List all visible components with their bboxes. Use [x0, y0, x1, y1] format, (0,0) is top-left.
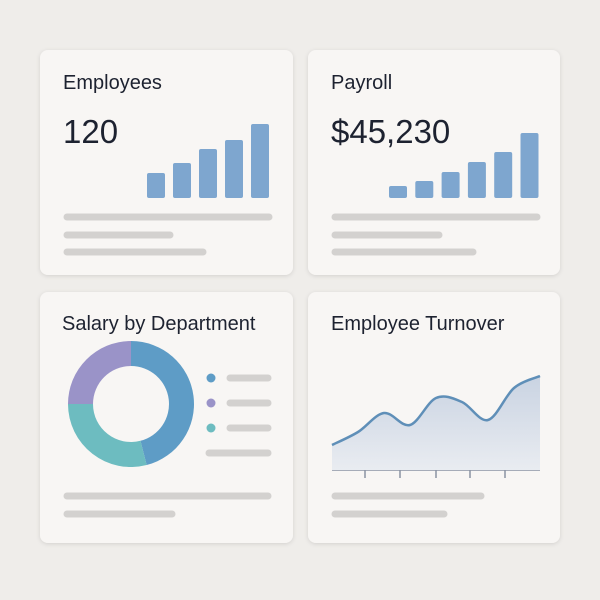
bar: [494, 152, 513, 198]
bar: [251, 124, 269, 198]
line: [331, 374, 541, 447]
bar: [225, 140, 243, 198]
card-title: Salary by Department: [62, 313, 256, 335]
donut-slice: [68, 404, 147, 468]
bar: [520, 133, 539, 198]
area: [332, 376, 540, 470]
card-title: Employee Turnover: [331, 313, 505, 335]
metric-value: 120: [63, 113, 118, 150]
card-title: Payroll: [331, 72, 392, 94]
bar: [173, 163, 191, 198]
donut-slice: [68, 341, 131, 404]
bar: [199, 149, 217, 198]
card-title: Employees: [63, 72, 162, 94]
legend-dot: [206, 398, 216, 408]
placeholder-lines: [63, 213, 541, 518]
bar: [467, 162, 486, 198]
bar: [147, 173, 165, 198]
donut-slice: [131, 341, 195, 466]
legend-dot: [206, 423, 216, 433]
legend-dot: [206, 373, 216, 383]
bar: [441, 172, 460, 198]
bar: [389, 186, 407, 198]
metric-value: $45,230: [331, 113, 450, 150]
bar: [415, 181, 434, 198]
